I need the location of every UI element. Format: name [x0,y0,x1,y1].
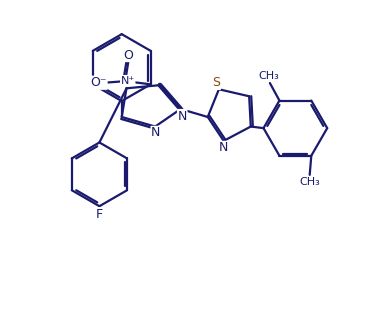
Text: N: N [219,141,229,154]
Text: N⁺: N⁺ [121,76,135,85]
Text: N: N [151,126,161,140]
Text: O⁻: O⁻ [90,76,107,89]
Text: O: O [124,49,133,61]
Text: CH₃: CH₃ [258,71,279,81]
Text: N: N [177,109,187,123]
Text: CH₃: CH₃ [300,177,320,187]
Text: S: S [212,76,220,89]
Text: F: F [96,208,103,221]
